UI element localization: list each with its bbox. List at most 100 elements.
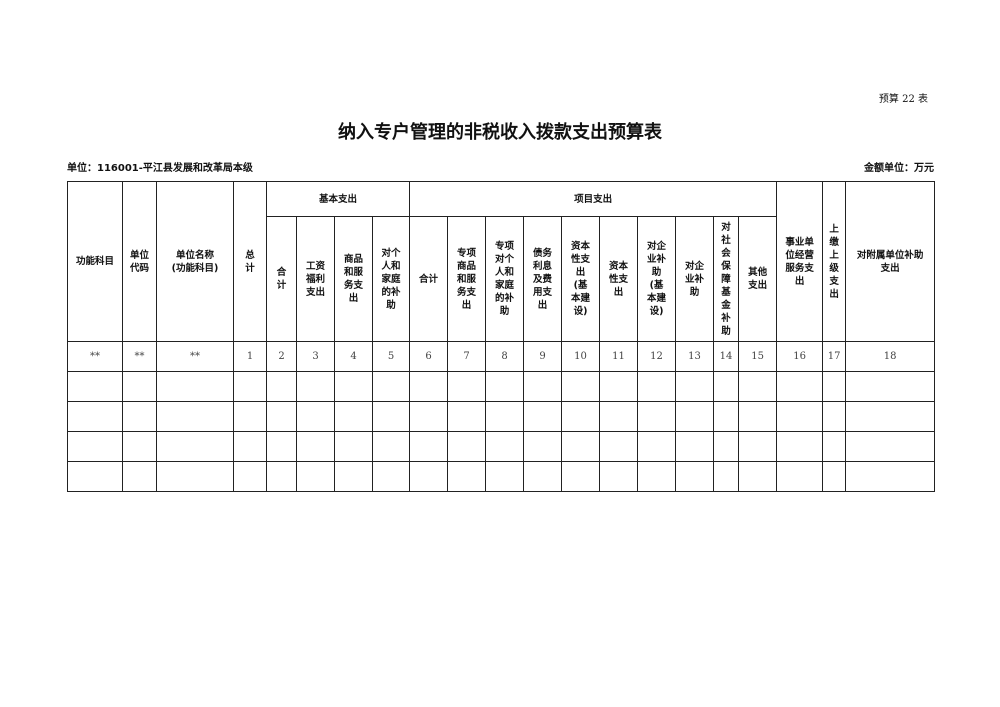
header-subsidiary-subsidy: 对附属单位补助 支出 (845, 181, 936, 342)
index-cell: 2 (266, 341, 297, 372)
index-cell: 18 (845, 341, 936, 372)
index-cell: 12 (637, 341, 677, 372)
table-cell (67, 461, 123, 492)
header-project-sub: 债务 利息 及费 用支 出 (523, 216, 563, 342)
table-cell (296, 461, 335, 492)
header-basic-sub: 工资 福利 支出 (296, 216, 335, 342)
table-cell (156, 371, 234, 402)
table-cell (738, 401, 778, 432)
table-cell (334, 401, 373, 432)
table-cell (485, 401, 525, 432)
table-cell (523, 431, 563, 462)
table-cell (266, 431, 297, 462)
table-cell (776, 431, 824, 462)
unit-label: 单位：116001-平江县发展和改革局本级 (67, 163, 253, 174)
header-project-sub: 对企 业补 助 (675, 216, 715, 342)
budget-table: 功能科目 单位 代码 单位名称 (功能科目) 总 计 基本支出 项目支出 事业单… (67, 181, 936, 492)
table-cell (675, 371, 715, 402)
table-cell (599, 431, 639, 462)
table-row (67, 401, 936, 432)
table-cell (822, 431, 847, 462)
table-cell (371, 431, 411, 462)
table-cell (845, 461, 936, 492)
table-cell (122, 371, 157, 402)
index-cell: 17 (822, 341, 847, 372)
table-cell (447, 401, 487, 432)
money-unit-label: 金额单位：万元 (864, 163, 934, 174)
table-cell (523, 401, 563, 432)
header-remit-upper: 上 缴 上 级 支 出 (822, 181, 847, 342)
table-cell (561, 461, 601, 492)
table-cell (122, 431, 157, 462)
header-project-expenditure: 项目支出 (409, 181, 778, 217)
table-cell (599, 371, 639, 402)
header-unit-name: 单位名称 (功能科目) (156, 181, 234, 342)
table-cell (122, 461, 157, 492)
table-cell (713, 431, 740, 462)
index-row: ** ** ** 1 2 3 4 5 6 7 8 9 10 11 12 13 14 15 16 17 18 (67, 341, 936, 372)
table-cell (485, 431, 525, 462)
table-cell (296, 371, 335, 402)
table-cell (334, 461, 373, 492)
table-cell (776, 401, 824, 432)
table-cell (67, 431, 123, 462)
table-cell (296, 401, 335, 432)
table-cell (233, 371, 267, 402)
index-cell: 7 (447, 341, 487, 372)
index-cell: 4 (334, 341, 373, 372)
index-cell: 11 (599, 341, 639, 372)
header-project-sub: 资本 性支 出 (599, 216, 639, 342)
index-cell: ** (122, 341, 157, 372)
header-function-subject: 功能科目 (67, 181, 123, 342)
header-total: 总 计 (233, 181, 267, 342)
header-project-sub: 专项 对个 人和 家庭 的补 助 (485, 216, 525, 342)
table-cell (409, 461, 449, 492)
header-basic-sub: 商品 和服 务支 出 (334, 216, 373, 342)
index-cell: 14 (713, 341, 740, 372)
index-cell: ** (67, 341, 123, 372)
table-cell (713, 401, 740, 432)
table-cell (371, 461, 411, 492)
header-project-sub: 专项 商品 和服 务支 出 (447, 216, 487, 342)
table-row (67, 461, 936, 492)
table-cell (156, 431, 234, 462)
table-cell (675, 401, 715, 432)
header-basic-expenditure: 基本支出 (265, 181, 411, 217)
table-cell (599, 461, 639, 492)
table-cell (776, 371, 824, 402)
header-business-service: 事业单 位经营 服务支 出 (776, 181, 824, 342)
header-project-sub: 对 社 会 保 障 基 金 补 助 (713, 216, 740, 342)
table-cell (266, 401, 297, 432)
table-cell (738, 371, 778, 402)
table-row (67, 431, 936, 462)
header-project-sub: 其他 支出 (738, 216, 778, 342)
index-cell: 6 (409, 341, 449, 372)
table-cell (266, 461, 297, 492)
table-cell (822, 371, 847, 402)
table-cell (561, 431, 601, 462)
table-cell (156, 401, 234, 432)
table-cell (523, 371, 563, 402)
table-cell (67, 371, 123, 402)
table-cell (637, 401, 677, 432)
index-cell: 3 (296, 341, 335, 372)
index-cell: 5 (371, 341, 411, 372)
table-cell (637, 371, 677, 402)
table-cell (822, 401, 847, 432)
table-cell (485, 371, 525, 402)
header-unit-code: 单位 代码 (122, 181, 157, 342)
index-cell: ** (156, 341, 234, 372)
table-cell (713, 461, 740, 492)
table-cell (447, 431, 487, 462)
table-cell (738, 461, 778, 492)
index-cell: 13 (675, 341, 715, 372)
index-cell: 15 (738, 341, 778, 372)
table-cell (334, 371, 373, 402)
table-cell (371, 401, 411, 432)
table-cell (409, 431, 449, 462)
table-cell (561, 371, 601, 402)
header-project-sub: 对企 业补 助 (基 本建 设) (637, 216, 677, 342)
table-cell (296, 431, 335, 462)
table-cell (845, 371, 936, 402)
index-cell: 1 (233, 341, 267, 372)
